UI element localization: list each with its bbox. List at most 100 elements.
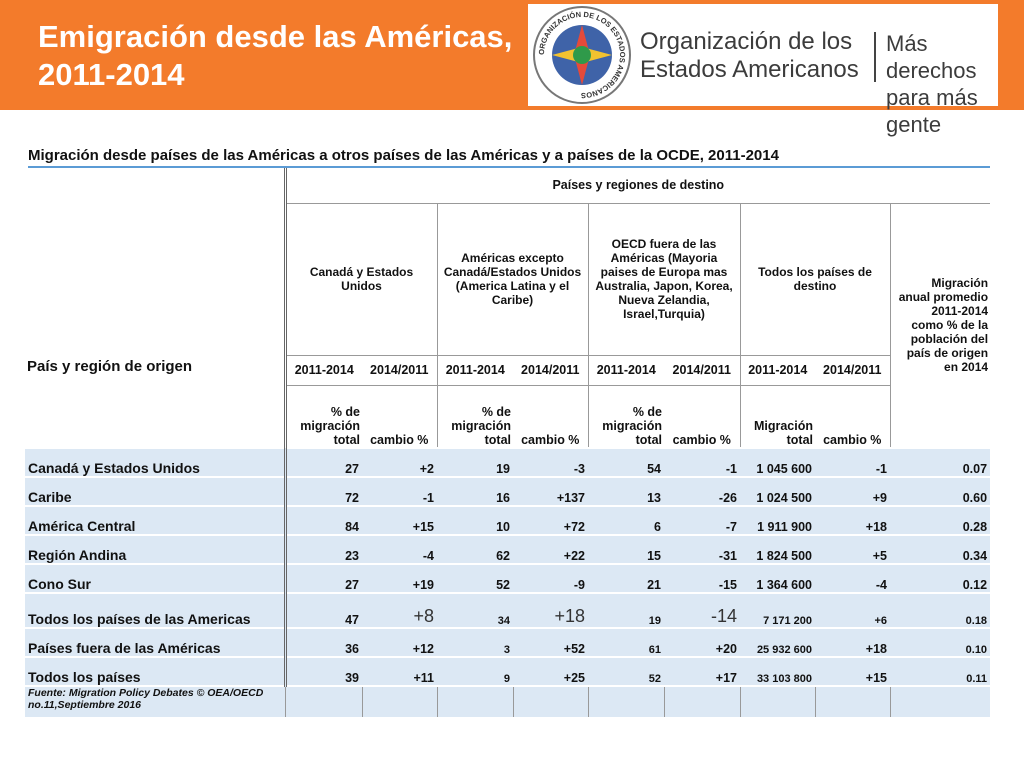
cell: 62 [437,534,513,564]
empty-cell [663,685,740,717]
source-note: Fuente: Migration Policy Debates © OEA/O… [25,685,285,717]
cell: -1 [664,447,740,477]
unit-header: % de migración total [436,385,513,448]
cell: 0.18 [890,592,991,628]
unit-header: % de migración total [587,385,664,448]
cell: -14 [664,592,740,628]
row-label: Canadá y Estados Unidos [25,447,287,477]
cell: 0.10 [890,627,991,657]
org-line: Estados Americanos [640,56,859,83]
unit-header: Migración total [739,385,815,448]
cell: -4 [815,563,890,593]
footer-row: Fuente: Migration Policy Debates © OEA/O… [25,685,991,717]
table-row: Todos los países de las Americas 47 +8 34 +1… [25,592,991,628]
table-row: América Central 84 +15 10 +72 6 -7 1 911 900 +18… [25,505,991,535]
cell: 0.12 [890,563,991,593]
cell: 0.07 [890,447,991,477]
cell: 19 [437,447,513,477]
table-row: Caribe 72 -1 16 +137 13 -26 1 024 500 +9 0.60 [25,476,991,506]
cell: 25 932 600 [740,627,815,657]
table-row: Países fuera de las Américas 36 +12 3 +52 61 +… [25,627,991,657]
cell: 27 [285,563,362,593]
row-label: América Central [25,505,287,535]
table-row: Región Andina 23 -4 62 +22 15 -31 1 824 500 +5 0.… [25,534,991,564]
period-header: 2011-2014 [587,355,664,385]
cell: 1 364 600 [740,563,815,593]
cell: +22 [513,534,588,564]
slide-title: Emigración desde las Américas, 2011-2014 [38,18,512,94]
period-header: 2011-2014 [436,355,513,385]
unit-header: cambio % [672,433,731,447]
empty-cell [889,685,991,717]
slogan-line: para más gente [886,85,978,137]
cell: +52 [513,627,588,657]
empty-cell [284,685,362,717]
head-row: % de migración total cambio % % de migraci… [25,385,990,448]
cell: +25 [513,656,588,686]
group-header: Américas excepto Canadá/Estados Unidos (… [436,203,588,355]
row-label: Caribe [25,476,287,506]
cell: +11 [362,656,437,686]
data-table: País y región de origen Países y regione… [25,168,991,717]
cell: 9 [437,656,513,686]
cell: 36 [285,627,362,657]
cell: +72 [513,505,588,535]
cell: 0.60 [890,476,991,506]
cell: 21 [588,563,664,593]
table-row: Cono Sur 27 +19 52 -9 21 -15 1 364 600 -4 0.12 [25,563,991,593]
cell: +18 [815,627,890,657]
cell: 13 [588,476,664,506]
cell: +6 [815,592,890,628]
cell: 0.28 [890,505,991,535]
cell: 1 045 600 [740,447,815,477]
cell: +12 [362,627,437,657]
cell: 0.34 [890,534,991,564]
empty-cell [512,685,588,717]
cell: 15 [588,534,664,564]
empty-cell [814,685,890,717]
cell: 19 [588,592,664,628]
period-header: 2011-2014 [284,355,362,385]
cell: 84 [285,505,362,535]
cell: +18 [815,505,890,535]
row-label: Cono Sur [25,563,287,593]
period-header: 2011-2014 [739,355,815,385]
group-header: Canadá y Estados Unidos [284,203,437,355]
cell: -31 [664,534,740,564]
cell: 33 103 800 [740,656,815,686]
cell: 47 [285,592,362,628]
logo: ORGANIZACIÓN DE LOS ESTADOS AMERICANOS O… [528,4,998,137]
cell: +9 [815,476,890,506]
group-header: Todos los países de destino [739,203,890,355]
cell: 3 [437,627,513,657]
table-head: País y región de origen Países y regione… [25,168,991,448]
cell: -7 [664,505,740,535]
cell: -3 [513,447,588,477]
table-row: Todos los países 39 +11 9 +25 52 +17 33 103 800… [25,656,991,686]
cell: +20 [664,627,740,657]
origin-label: País y región de origen [25,168,287,448]
seal-flag [573,46,591,64]
header-band: Emigración desde las Américas, 2011-2014… [0,0,1024,137]
title-line: 2011-2014 [38,57,185,92]
cell: 34 [437,592,513,628]
org-line: Organización de los [640,28,853,55]
table-body: Canadá y Estados Unidos 27 +2 19 -3 54 -1 1 045… [25,447,991,717]
cell: -26 [664,476,740,506]
unit-header: cambio % [521,433,580,447]
table-caption: Migración desde países de las Américas a… [28,147,990,168]
cell: 1 824 500 [740,534,815,564]
head-row: 2011-2014 2014/2011 2011-2014 2014/2011 2011… [25,355,991,385]
cell: 54 [588,447,664,477]
cell: 52 [588,656,664,686]
cell: +5 [815,534,890,564]
cell: 72 [285,476,362,506]
table-row: Canadá y Estados Unidos 27 +2 19 -3 54 -1 1 045… [25,447,991,477]
slogan: Más derechos para más gente [886,30,998,138]
cell: 23 [285,534,362,564]
seal: ORGANIZACIÓN DE LOS ESTADOS AMERICANOS [533,6,631,104]
period-header: 2014/2011 [521,363,580,377]
cell: -1 [815,447,890,477]
cell: 0.11 [890,656,991,686]
